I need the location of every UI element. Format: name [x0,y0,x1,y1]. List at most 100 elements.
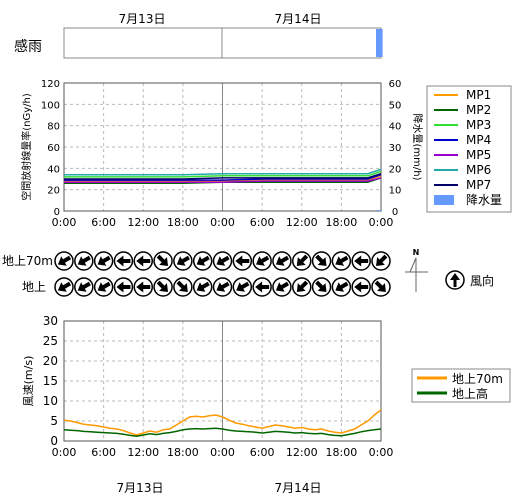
precip-bar [380,209,382,211]
wind-arrow-icon [331,251,352,271]
north-indicator: N [405,248,428,292]
wind-speed-y-tick-label: 5 [50,414,58,428]
legend-swatch-precip [434,195,454,205]
radiation-line-mp3 [64,170,382,178]
wind-arrow-icon [252,277,272,297]
radiation-y-tick-label: 40 [47,164,60,175]
wind-speed-y-tick-label: 30 [43,314,58,328]
legend-label-precip: 降水量 [466,193,502,207]
wind-speed-x-tick-label: 12:00 [127,446,159,459]
legend-label-mp6: MP6 [466,163,491,177]
wind-arrow-icon [311,277,332,297]
wind-legend-label-1: 地上高 [452,386,488,401]
wind-speed-x-tick-label: 0:00 [52,446,77,459]
wind-arrow-icon [54,277,74,297]
wind-arrow-icon [351,277,371,297]
wind-speed-x-tick-label: 12:00 [286,446,318,459]
wind-speed-line-70m [63,409,382,436]
legend-label-mp7: MP7 [466,178,491,192]
wind-speed-x-tick-label: 18:00 [326,446,358,459]
wind-arrow-icon [212,277,233,297]
wind-arrow-icon [93,277,114,297]
radiation-line-mp5 [64,177,382,183]
legend-label-mp4: MP4 [466,133,491,147]
radiation-y-tick-label: 120 [41,79,60,90]
wind-arrow-icon [192,277,213,297]
radiation-series [64,168,382,185]
wind-arrow-icon [113,277,134,297]
wind-arrow-icon [232,251,253,271]
radiation-y-tick-label: 60 [47,143,60,154]
legend-label-mp1: MP1 [466,88,491,102]
wind-speed-y-tick-label: 15 [43,374,58,388]
wind-arrow-icon [331,277,352,297]
radiation-line-mp1 [64,175,382,182]
wind-speed-legend-box [411,368,511,403]
date-label-top-2: 7月14日 [275,12,322,26]
radiation-legend-box [426,85,512,213]
wind-arrow-icon [133,251,153,271]
north-label: N [413,248,420,257]
wind-arrow-icon [371,277,391,297]
radiation-y-tick-label: 100 [41,100,60,111]
radiation-line-mp6 [64,168,382,176]
wind-arrow-icon [173,251,193,271]
radiation-line-mp7 [64,172,382,180]
radiation-y-tick-label: 20 [47,186,60,197]
wind-speed-x-ticks: 0:00 6:00 12:00 18:00 0:00 6:00 12:00 18:00 0:00 [52,446,394,459]
precip-y-tick-label: 20 [389,164,402,175]
wind-speed-series [63,409,382,437]
wind-speed-y-tick-label: 0 [50,434,58,448]
wind-arrow-icon [173,277,193,297]
wind-direction-icons [54,251,391,297]
rain-sense-label: 感雨 [14,38,42,55]
radiation-y-axis-label: 空間放射線量率(nGy/h) [20,93,33,201]
wind-speed-y-tick-label: 10 [43,394,58,408]
wind-arrow-icon [371,251,391,271]
wind-speed-x-tick-label: 18:00 [167,446,199,459]
wind-row-label-70m: 地上70m [2,254,53,268]
wind-row-label-ground: 地上 [22,280,46,294]
wind-legend-label: 風向 [470,273,494,288]
date-label-bottom-1: 7月13日 [117,481,164,495]
wind-speed-y-ticks: 30 25 20 15 10 5 0 [43,314,58,448]
radiation-x-tick-label: 12:00 [127,216,159,229]
wind-legend-icon [445,270,465,290]
wind-speed-y-tick-label: 20 [43,354,58,368]
wind-speed-grid [64,321,381,441]
wind-speed-y-tick-label: 25 [43,334,58,348]
radiation-y-tick-label: 0 [54,207,60,218]
radiation-line-mp4 [64,173,382,181]
wind-arrow-icon [153,277,173,297]
wind-arrow-icon [292,251,312,271]
wind-arrow-icon [272,277,292,297]
wind-arrow-icon [74,251,94,271]
wind-speed-plot-frame [63,320,382,442]
wind-arrow-icon [232,277,253,297]
wind-arrow-icon [54,251,74,271]
precip-y-tick-label: 40 [389,122,402,133]
wind-arrow-icon [252,251,272,271]
radiation-x-tick-label: 18:00 [326,216,358,229]
precip-y-tick-label: 10 [389,186,402,197]
radiation-x-ticks: 0:00 6:00 12:00 18:00 0:00 6:00 12:00 18:00 0:00 [52,216,394,229]
wind-arrow-icon [192,251,213,271]
legend-label-mp3: MP3 [466,118,491,132]
wind-arrow-icon [212,251,233,271]
wind-speed-y-axis-label: 風速(m/s) [22,356,35,407]
precip-bar [376,209,379,211]
radiation-x-tick-label: 0:00 [369,216,394,229]
wind-speed-x-tick-label: 0:00 [369,446,394,459]
rain-sense-bars [376,29,383,57]
radiation-x-tick-label: 6:00 [91,216,116,229]
radiation-x-tick-label: 18:00 [167,216,199,229]
wind-arrow-icon [93,251,114,271]
radiation-x-tick-label: 0:00 [210,216,235,229]
wind-arrow-icon [153,251,173,271]
legend-label-mp2: MP2 [466,103,491,117]
wind-legend-label-0: 地上70m [452,372,503,386]
wind-speed-x-tick-label: 6:00 [250,446,275,459]
wind-arrow-icon [113,251,134,271]
